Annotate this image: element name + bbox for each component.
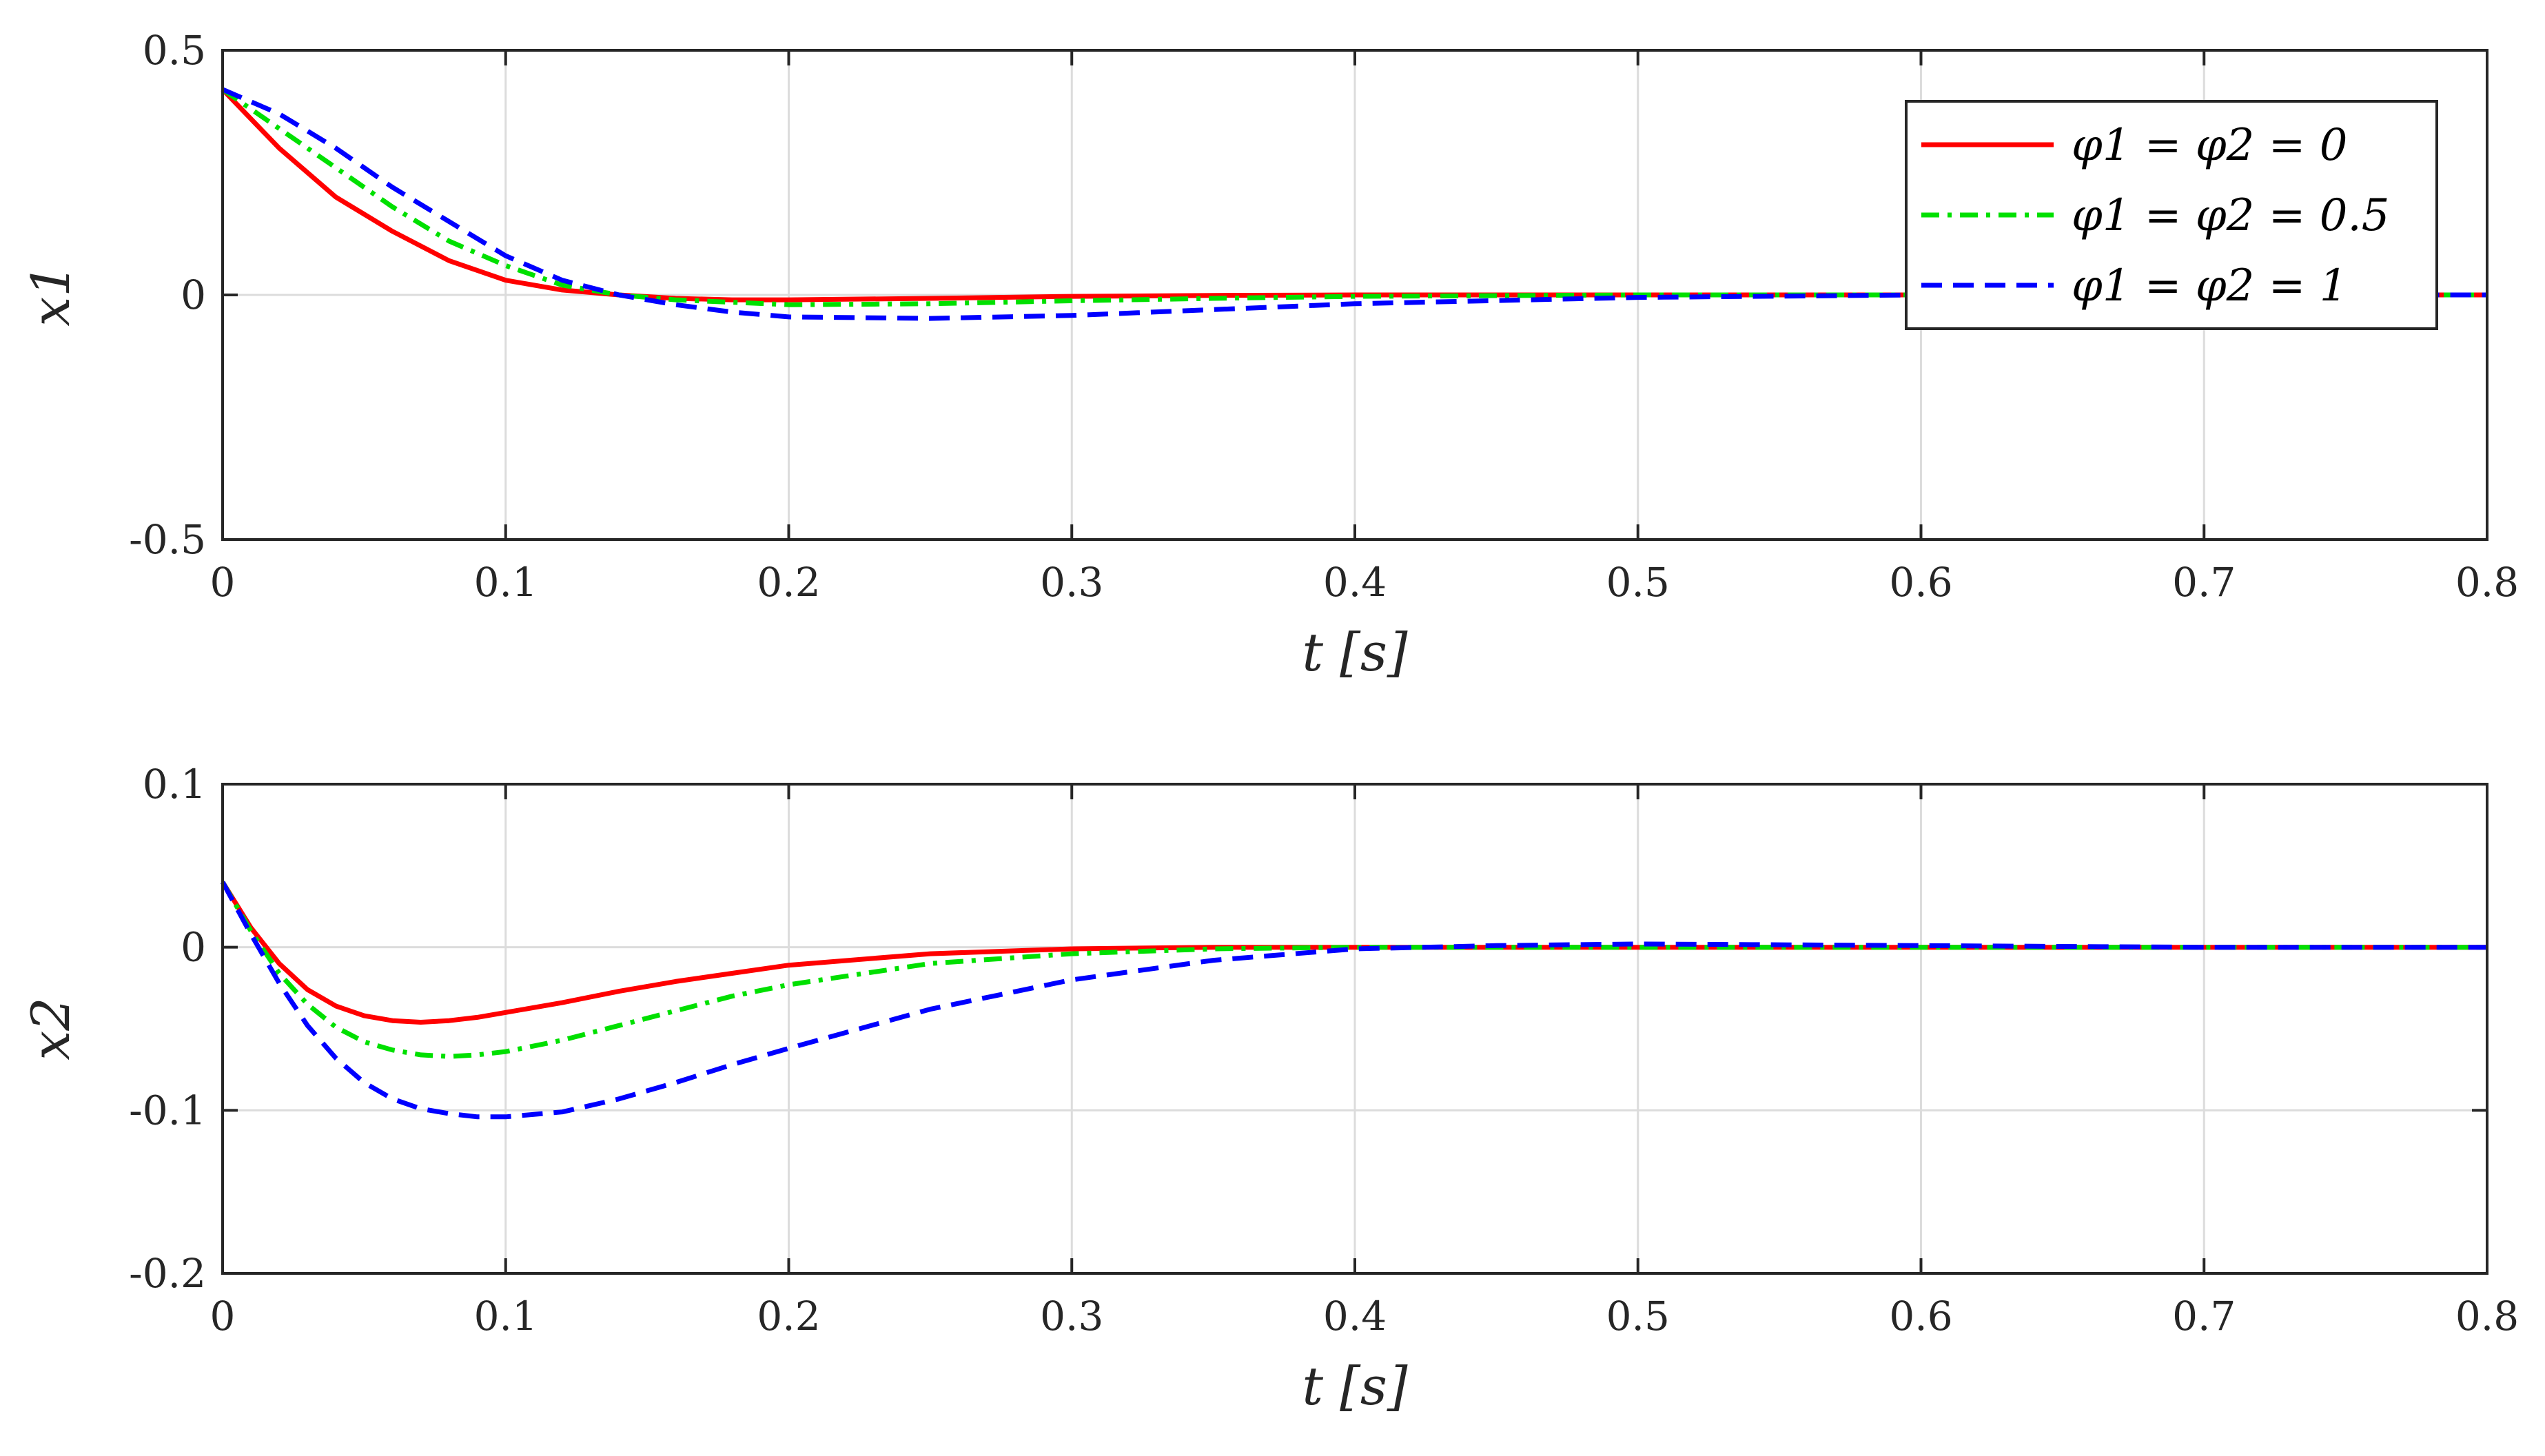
- legend-entry-2: φ1 = φ2 = 0.5: [2072, 190, 2389, 241]
- x-tick-label: 0.4: [1323, 559, 1387, 606]
- y-axis-label: x2: [20, 997, 81, 1060]
- y-tick-label: 0.1: [143, 761, 206, 808]
- x-tick-label: 0.6: [1889, 559, 1952, 606]
- x-tick-label: 0.8: [2455, 559, 2519, 606]
- legend-box: [1905, 100, 2438, 330]
- series-line-3: [221, 87, 2487, 321]
- x-axis-label: t [s]: [1302, 1355, 1407, 1417]
- x-axis-label: t [s]: [1302, 622, 1407, 683]
- x-tick-label: 0.5: [1606, 1293, 1670, 1340]
- y-tick-label: -0.1: [129, 1087, 206, 1134]
- y-tick-label: 0.5: [143, 27, 206, 74]
- x-tick-label: 0.1: [474, 1293, 538, 1340]
- y-tick-label: -0.2: [129, 1250, 206, 1297]
- x-tick-label: 0.3: [1040, 1293, 1103, 1340]
- x-tick-label: 0: [210, 1293, 236, 1340]
- y-tick-label: 0: [181, 271, 206, 318]
- legend-entry-1: φ1 = φ2 = 0: [2072, 120, 2347, 171]
- x-tick-label: 0.1: [474, 559, 538, 606]
- x-tick-label: 0.5: [1606, 559, 1670, 606]
- x-tick-label: 0.2: [757, 559, 820, 606]
- x-tick-label: 0.6: [1889, 1293, 1952, 1340]
- x-tick-label: 0.7: [2172, 1293, 2236, 1340]
- series-line-2: [221, 87, 2487, 307]
- y-tick-label: -0.5: [129, 516, 206, 563]
- x-tick-label: 0: [210, 559, 236, 606]
- plots-layer: 0 0.1 0.2 0.3 0.4 0.5 0.6 0.7 0.80.50-0.5t [s]x1…: [20, 27, 2519, 1417]
- x-tick-label: 0.7: [2172, 559, 2236, 606]
- axes-frame: [221, 783, 2488, 1275]
- subplot-2: 0 0.1 0.2 0.3 0.4 0.5 0.6 0.7 0.8 0.1 0 -0.1 -0.2 t […: [20, 761, 2519, 1417]
- legend-entry-3: φ1 = φ2 = 1: [2072, 260, 2347, 311]
- legend: φ1 = φ2 = 0 φ1 = φ2 = 0.5 φ1 = φ2 = 1: [1905, 100, 2438, 330]
- series-line-3: [220, 881, 2487, 1120]
- x-tick-label: 0.2: [757, 1293, 820, 1340]
- subplot-1: 0 0.1 0.2 0.3 0.4 0.5 0.6 0.7 0.80.50-0.5t [s]x1…: [20, 27, 2519, 683]
- x-tick-label: 0.4: [1323, 1293, 1387, 1340]
- x-tick-label: 0.8: [2455, 1293, 2519, 1340]
- axes-frame: [221, 49, 2488, 541]
- x-tick-label: 0.3: [1040, 559, 1103, 606]
- y-tick-label: 0: [181, 924, 206, 971]
- y-axis-label: x1: [20, 263, 81, 326]
